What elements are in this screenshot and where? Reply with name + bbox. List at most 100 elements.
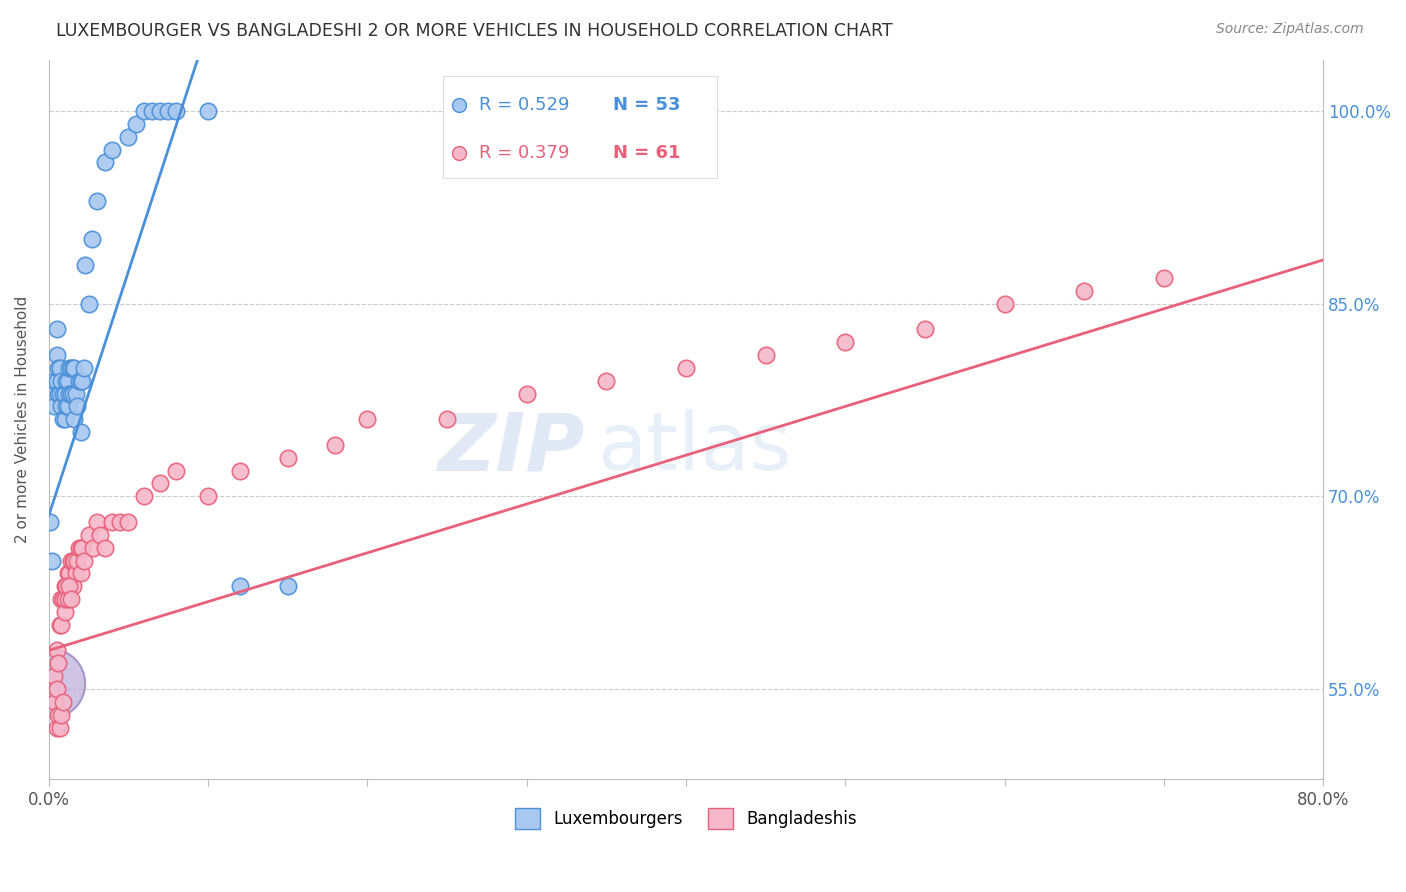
Point (993, 296, 1015, 310)
Point (229, 464, 252, 478)
Point (93, 541, 115, 555)
Legend: Luxembourgers, Bangladeshis: Luxembourgers, Bangladeshis (509, 802, 863, 835)
Point (595, 374, 617, 388)
Text: R = 0.379: R = 0.379 (478, 144, 569, 161)
Text: LUXEMBOURGER VS BANGLADESHI 2 OR MORE VEHICLES IN HOUSEHOLD CORRELATION CHART: LUXEMBOURGER VS BANGLADESHI 2 OR MORE VE… (56, 22, 893, 40)
Point (52, 695, 75, 709)
Point (125, 117, 148, 131)
Point (80, 232, 103, 246)
Point (101, 143, 124, 157)
Point (117, 515, 139, 529)
Point (42, 400, 65, 414)
Point (675, 360, 697, 375)
Point (51, 400, 73, 414)
Point (51, 707, 73, 722)
Point (755, 348, 778, 362)
Point (325, 438, 347, 452)
Point (56, 400, 79, 414)
Point (44, 695, 66, 709)
Point (165, 464, 187, 478)
Point (67, 541, 90, 555)
Point (1073, 284, 1095, 298)
Point (141, 103, 163, 118)
Point (157, 103, 180, 118)
Point (45, 374, 67, 388)
Point (89, 528, 111, 542)
Point (436, 412, 458, 426)
Point (70, 541, 93, 555)
Point (62, 386, 84, 401)
Y-axis label: 2 or more Vehicles in Household: 2 or more Vehicles in Household (15, 295, 30, 543)
Point (69, 541, 91, 555)
Point (53, 579, 76, 593)
Point (60, 592, 83, 607)
Point (45, 643, 67, 657)
Point (516, 386, 538, 401)
Point (1153, 271, 1175, 285)
Point (52, 386, 75, 401)
Point (77, 296, 100, 310)
Point (63, 412, 86, 426)
Point (93, 155, 115, 169)
Point (52, 592, 75, 607)
Point (51, 617, 73, 632)
Point (134, 103, 156, 118)
Point (45, 721, 67, 735)
Point (62, 579, 84, 593)
Point (197, 489, 219, 503)
Point (62, 360, 84, 375)
Point (197, 103, 219, 118)
Point (63, 553, 86, 567)
Point (38, 675, 60, 690)
Point (73, 553, 96, 567)
Point (42, 374, 65, 388)
Text: N = 53: N = 53 (613, 95, 681, 113)
Point (51, 374, 73, 388)
Point (834, 335, 856, 350)
Text: Source: ZipAtlas.com: Source: ZipAtlas.com (1216, 22, 1364, 37)
Point (277, 579, 299, 593)
Point (58, 566, 80, 581)
Point (58, 386, 80, 401)
Point (82, 541, 104, 555)
Point (45, 348, 67, 362)
Point (45, 322, 67, 336)
Point (75, 258, 97, 272)
Point (229, 579, 252, 593)
Point (53, 386, 76, 401)
Point (58, 360, 80, 375)
Point (66, 400, 89, 414)
Point (110, 515, 132, 529)
Point (56, 566, 79, 581)
Point (66, 553, 89, 567)
Point (69, 374, 91, 388)
Point (60, 553, 83, 567)
Point (134, 489, 156, 503)
Text: N = 61: N = 61 (613, 144, 681, 161)
Point (56, 592, 79, 607)
Point (65, 386, 87, 401)
Point (73, 360, 96, 375)
Point (46, 657, 69, 671)
Point (45, 681, 67, 696)
Point (356, 412, 378, 426)
Point (55, 579, 77, 593)
Point (86, 194, 108, 208)
Point (117, 129, 139, 144)
Point (67, 374, 90, 388)
Text: ZIP: ZIP (437, 409, 583, 487)
Point (101, 515, 124, 529)
Point (49, 386, 72, 401)
Point (42, 669, 65, 683)
Point (53, 605, 76, 619)
Point (277, 450, 299, 465)
Point (53, 592, 76, 607)
Point (52, 412, 75, 426)
Point (46, 707, 69, 722)
Point (62, 553, 84, 567)
Text: atlas: atlas (596, 409, 792, 487)
Point (69, 425, 91, 439)
Point (51, 592, 73, 607)
Point (53, 412, 76, 426)
Point (149, 476, 172, 491)
